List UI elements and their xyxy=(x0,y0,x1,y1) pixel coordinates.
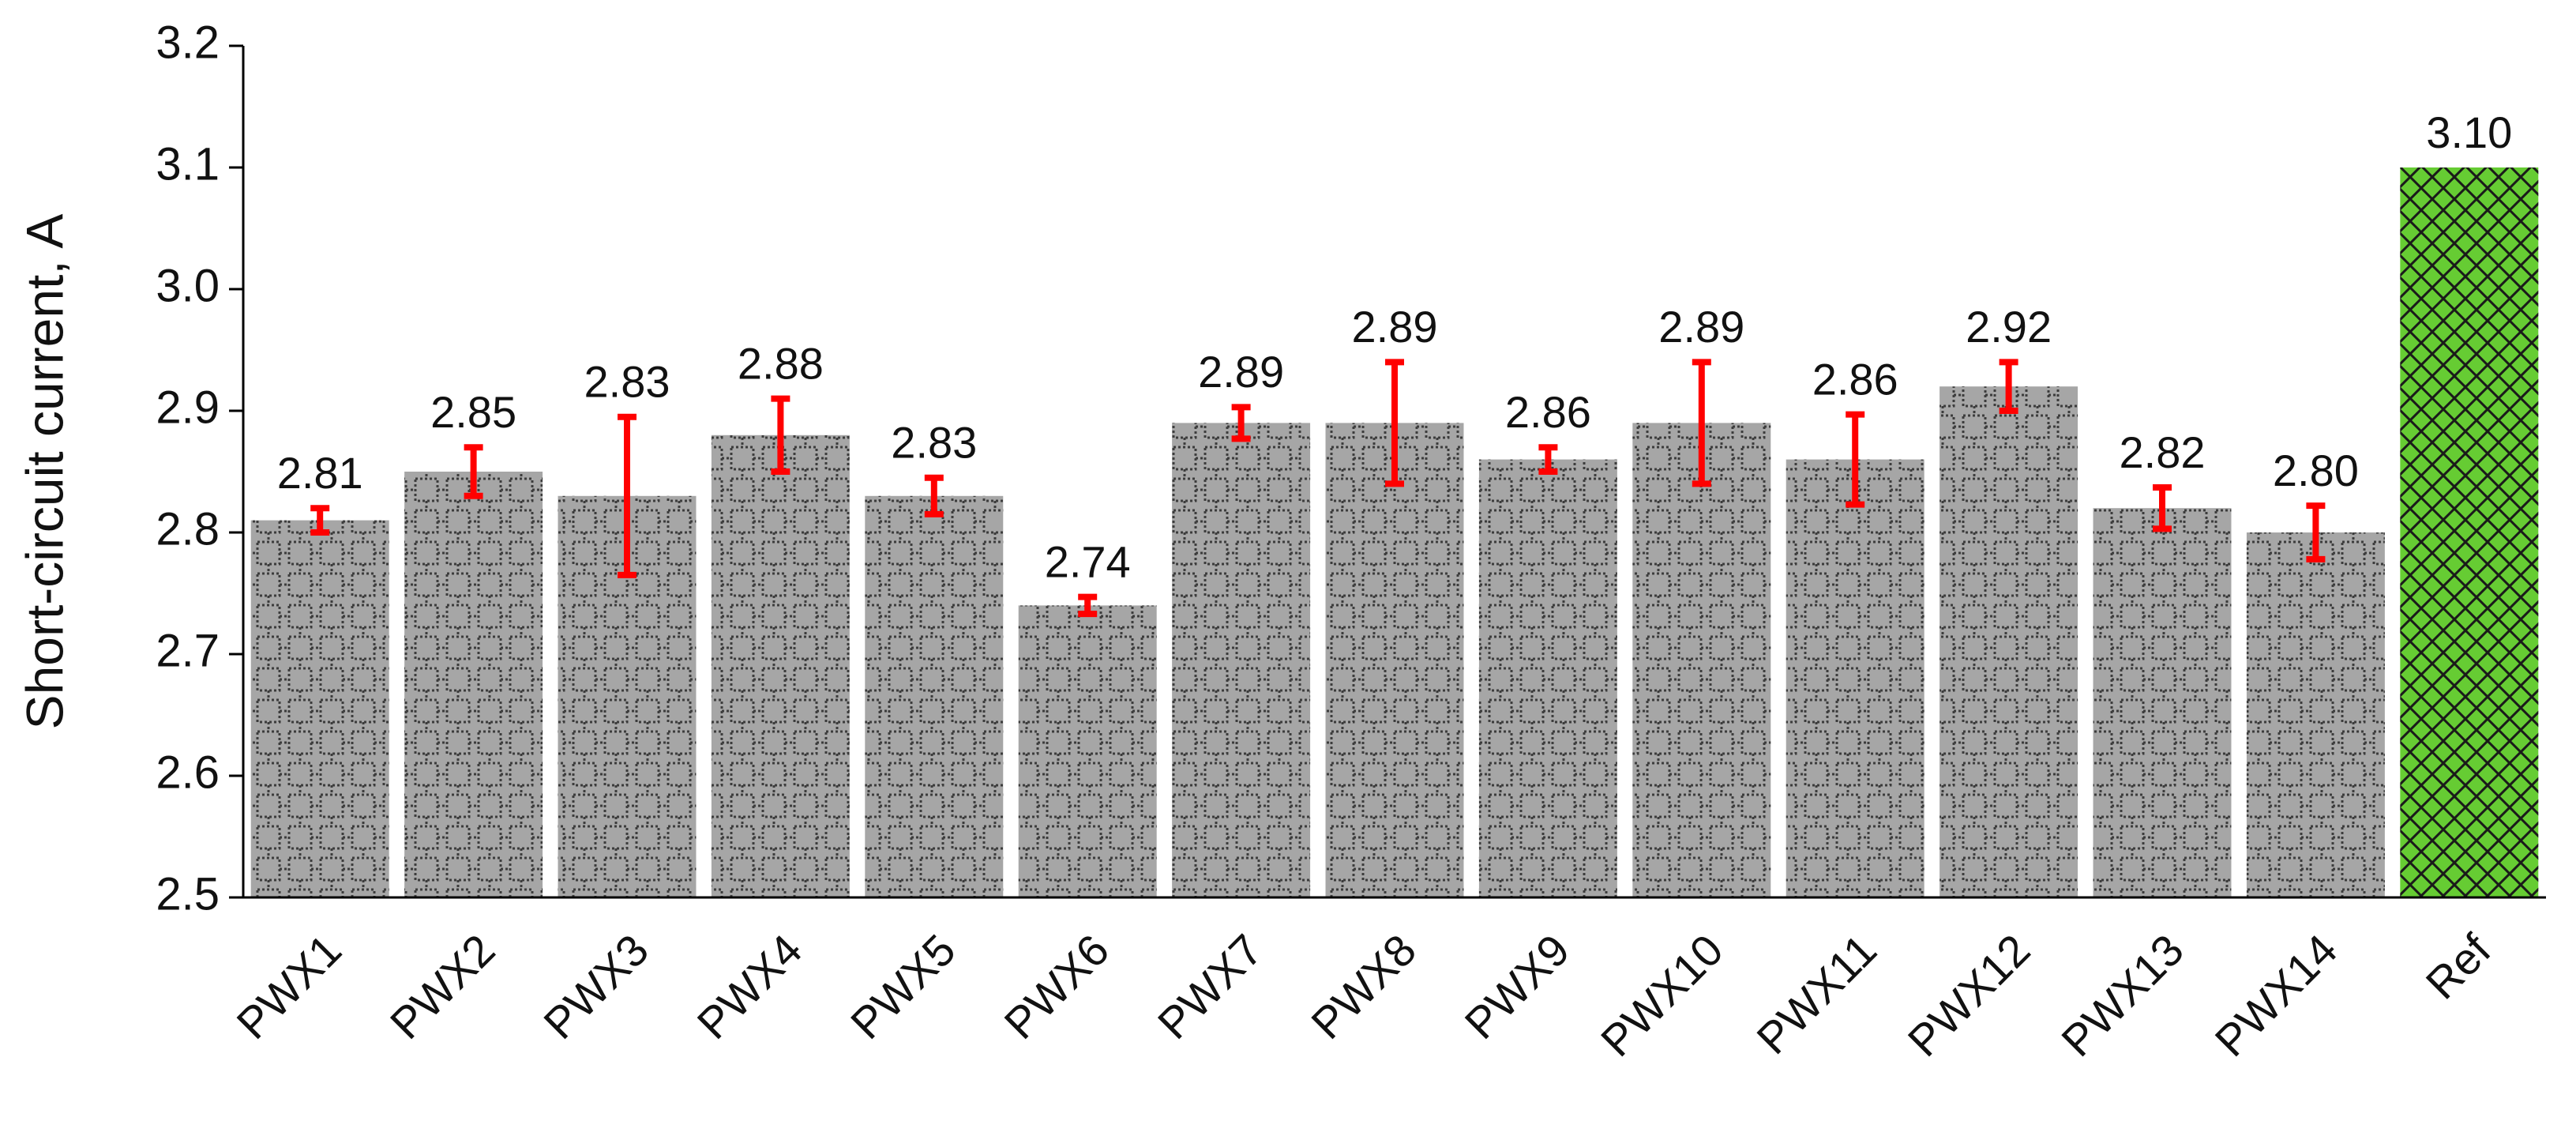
data-label: 2.81 xyxy=(277,448,363,498)
x-tick-label: PWX5 xyxy=(841,924,965,1048)
data-label: 2.82 xyxy=(2120,427,2206,477)
y-tick-label: 2.8 xyxy=(156,503,220,555)
y-tick-label: 3.2 xyxy=(156,17,220,68)
data-label: 2.86 xyxy=(1505,387,1591,437)
x-tick-label: PWX1 xyxy=(227,924,351,1048)
error-bar xyxy=(771,395,790,475)
x-tick-label: PWX8 xyxy=(1301,924,1425,1048)
error-bar xyxy=(310,505,330,536)
y-axis-label: Short-circuit current, A xyxy=(15,214,73,730)
error-bar xyxy=(1692,359,1711,487)
y-tick-label: 2.5 xyxy=(156,868,220,920)
x-tick-label: PWX7 xyxy=(1148,924,1272,1048)
x-tick-label: Ref xyxy=(2416,924,2500,1008)
error-bar xyxy=(464,444,483,499)
error-bar xyxy=(1231,404,1251,442)
x-tick-label: PWX9 xyxy=(1455,924,1579,1048)
bar-pattern xyxy=(1940,386,2078,897)
error-bar xyxy=(924,474,944,517)
x-tick-label: PWX11 xyxy=(1747,924,1886,1063)
data-label: 2.92 xyxy=(1966,302,2052,352)
x-tick-label: PWX12 xyxy=(1898,924,2040,1066)
error-bar xyxy=(1846,411,1865,508)
x-tick-label: PWX6 xyxy=(994,924,1118,1048)
y-tick-label: 3.0 xyxy=(156,260,220,311)
x-tick-label: PWX13 xyxy=(2052,924,2193,1066)
bar-pattern xyxy=(404,472,543,897)
error-bar xyxy=(1538,444,1558,475)
data-label: 2.86 xyxy=(1812,354,1898,404)
error-bar xyxy=(1385,359,1404,487)
x-tick-label: PWX3 xyxy=(534,924,658,1048)
bar-pattern xyxy=(865,495,1004,897)
bar-pattern xyxy=(1018,605,1157,897)
error-bar xyxy=(618,413,636,578)
data-label: 2.74 xyxy=(1045,536,1131,586)
bar-pattern xyxy=(1632,423,1771,897)
error-bar xyxy=(1999,359,2018,414)
data-label: 2.89 xyxy=(1352,302,1438,352)
error-bar xyxy=(2153,484,2172,532)
data-label: 2.83 xyxy=(584,356,670,406)
error-bar xyxy=(2306,502,2326,562)
data-label: 2.83 xyxy=(891,417,977,467)
bar-pattern xyxy=(1172,423,1311,897)
x-tick-label: PWX2 xyxy=(381,924,505,1048)
y-tick-label: 2.6 xyxy=(156,747,220,798)
data-label: 2.88 xyxy=(738,338,824,388)
x-tick-label: PWX4 xyxy=(688,924,812,1048)
x-tick-label: PWX14 xyxy=(2206,924,2347,1066)
data-label: 2.89 xyxy=(1658,302,1744,352)
data-label: 2.85 xyxy=(430,387,516,437)
bar-pattern xyxy=(2093,508,2232,897)
bar-pattern xyxy=(711,434,850,897)
y-tick-label: 2.7 xyxy=(156,625,220,676)
bar-pattern xyxy=(1478,459,1617,897)
x-tick-label: PWX10 xyxy=(1591,924,1733,1066)
bar-pattern xyxy=(2246,532,2385,897)
error-bar xyxy=(1078,593,1098,618)
y-tick-label: 2.9 xyxy=(156,382,220,433)
bar-pattern xyxy=(250,520,389,897)
data-label: 2.89 xyxy=(1198,347,1284,397)
bar-pattern xyxy=(2400,167,2539,897)
bar-pattern xyxy=(1786,459,1924,897)
bar-pattern xyxy=(1325,423,1464,897)
y-tick-label: 3.1 xyxy=(156,138,220,190)
data-label: 2.80 xyxy=(2273,446,2359,495)
data-label: 3.10 xyxy=(2426,107,2512,157)
